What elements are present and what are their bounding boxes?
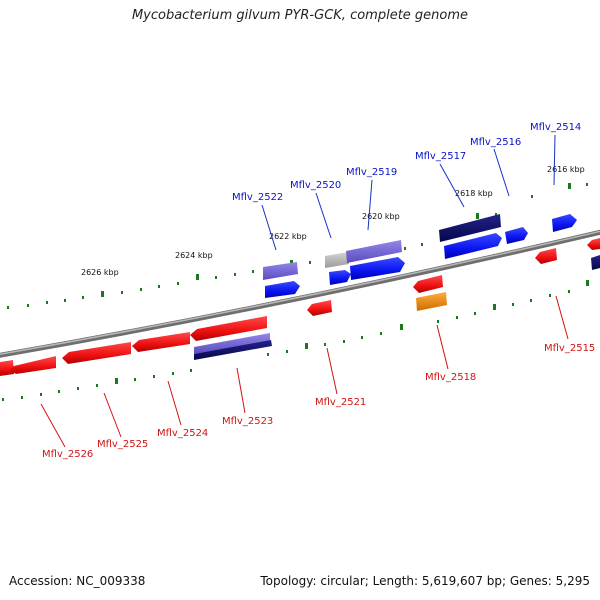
gene-label-mflv-2526[interactable]: Mflv_2526 bbox=[42, 449, 93, 460]
map-title: Mycobacterium gilvum PYR-GCK, complete g… bbox=[131, 8, 469, 23]
genome-backbone-highlight bbox=[0, 230, 600, 356]
gene-label-mflv-2519[interactable]: Mflv_2519 bbox=[346, 167, 397, 178]
gene-mflv-2515-arrow[interactable] bbox=[535, 248, 557, 264]
scale-label: 2618 kbp bbox=[455, 189, 493, 198]
gene-reverse-arrow[interactable] bbox=[10, 356, 56, 374]
gene-dark-edge[interactable] bbox=[591, 255, 600, 270]
gene-mflv-2519-lavender[interactable] bbox=[346, 240, 402, 263]
gene-forward-arrow[interactable] bbox=[444, 233, 502, 259]
accession-text: Accession: NC_009338 bbox=[9, 574, 146, 588]
gene-label-mflv-2520[interactable]: Mflv_2520 bbox=[290, 180, 341, 191]
forward-gene-labels: Mflv_2522 Mflv_2520 Mflv_2519 Mflv_2517 … bbox=[232, 122, 581, 203]
gene-forward-arrow[interactable] bbox=[350, 257, 405, 280]
gene-reverse-arrow[interactable] bbox=[587, 238, 600, 250]
gene-label-mflv-2515[interactable]: Mflv_2515 bbox=[544, 343, 595, 354]
forward-genes bbox=[263, 214, 600, 298]
gene-label-mflv-2524[interactable]: Mflv_2524 bbox=[157, 428, 208, 439]
gene-mflv-2520-gray[interactable] bbox=[325, 252, 349, 268]
gene-mflv-2523-lavender[interactable] bbox=[194, 333, 270, 354]
reverse-leader-lines bbox=[40, 295, 569, 448]
lower-tick-track bbox=[2, 280, 589, 401]
forward-leader-lines bbox=[261, 134, 556, 251]
gene-mflv-2521-arrow[interactable] bbox=[307, 300, 332, 316]
gene-label-mflv-2517[interactable]: Mflv_2517 bbox=[415, 151, 466, 162]
gene-label-mflv-2523[interactable]: Mflv_2523 bbox=[222, 416, 273, 427]
gene-reverse-arrow[interactable] bbox=[0, 360, 14, 376]
gene-label-mflv-2521[interactable]: Mflv_2521 bbox=[315, 397, 366, 408]
gene-mflv-2514-arrow[interactable] bbox=[552, 214, 577, 232]
gene-mflv-2522-upper[interactable] bbox=[263, 262, 298, 280]
scale-labels: 2626 kbp 2624 kbp 2622 kbp 2620 kbp 2618… bbox=[81, 165, 585, 277]
gene-mflv-2518-arrow[interactable] bbox=[413, 275, 443, 293]
gene-reverse-arrow[interactable] bbox=[190, 316, 267, 341]
scale-label: 2616 kbp bbox=[547, 165, 585, 174]
gene-label-mflv-2522[interactable]: Mflv_2522 bbox=[232, 192, 283, 203]
gene-mflv-2518-orange[interactable] bbox=[416, 292, 447, 311]
genome-backbone bbox=[0, 229, 600, 358]
upper-tick-track bbox=[7, 183, 588, 309]
reverse-gene-labels: Mflv_2526 Mflv_2525 Mflv_2524 Mflv_2523 … bbox=[42, 343, 595, 460]
gene-forward-arrow[interactable] bbox=[265, 281, 300, 298]
gene-label-mflv-2516[interactable]: Mflv_2516 bbox=[470, 137, 521, 148]
scale-label: 2624 kbp bbox=[175, 251, 213, 260]
gene-mflv-2516-arrow[interactable] bbox=[505, 227, 528, 244]
gene-forward-arrow[interactable] bbox=[329, 270, 351, 285]
gene-label-mflv-2518[interactable]: Mflv_2518 bbox=[425, 372, 476, 383]
gene-reverse-arrow[interactable] bbox=[62, 342, 131, 364]
gene-reverse-arrow[interactable] bbox=[132, 332, 190, 352]
scale-label: 2622 kbp bbox=[269, 232, 307, 241]
scale-label: 2620 kbp bbox=[362, 212, 400, 221]
scale-label: 2626 kbp bbox=[81, 268, 119, 277]
gene-mflv-2517-dark[interactable] bbox=[439, 214, 501, 242]
reverse-genes bbox=[0, 238, 600, 376]
gene-mflv-2523-dark[interactable] bbox=[194, 340, 272, 360]
gene-label-mflv-2525[interactable]: Mflv_2525 bbox=[97, 439, 148, 450]
topology-text: Topology: circular; Length: 5,619,607 bp… bbox=[260, 574, 590, 588]
gene-label-mflv-2514[interactable]: Mflv_2514 bbox=[530, 122, 581, 133]
